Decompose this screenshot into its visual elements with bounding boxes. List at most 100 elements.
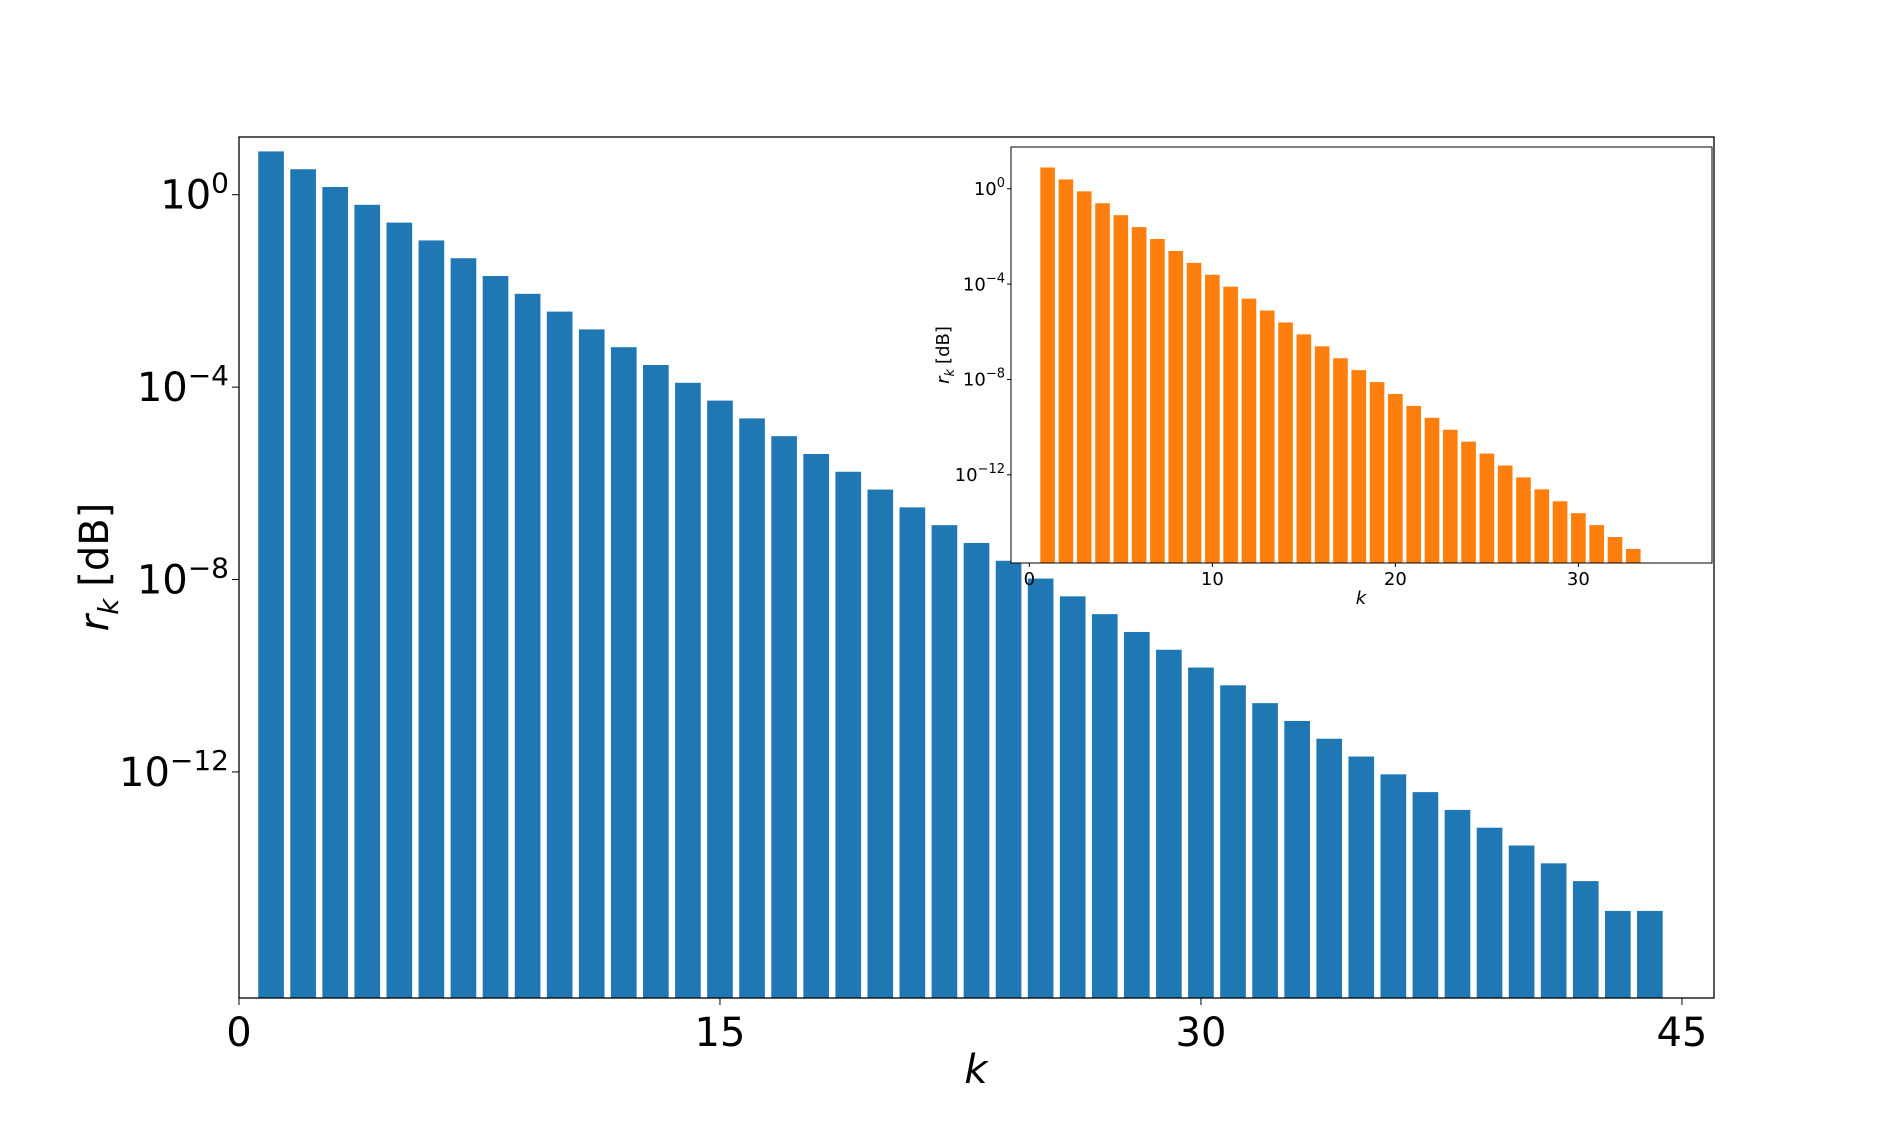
main-bar xyxy=(675,382,701,999)
main-bar xyxy=(1091,614,1118,998)
main-bar xyxy=(995,560,1022,998)
inset-bar xyxy=(1589,525,1605,563)
inset-y-tick-label: 10−12 xyxy=(955,462,1005,486)
main-bars xyxy=(258,151,1663,999)
inset-bar xyxy=(1607,537,1623,563)
inset-bar xyxy=(1259,310,1275,563)
main-bar xyxy=(899,507,926,998)
main-bar xyxy=(1380,774,1407,998)
inset-y-tick-label: 10−4 xyxy=(963,271,1005,295)
main-bar xyxy=(1444,809,1471,998)
main-bar xyxy=(1124,631,1150,998)
inset-bar xyxy=(1552,501,1568,563)
main-bar xyxy=(739,418,765,998)
inset-y-axis-label: rk[dB] xyxy=(933,326,958,384)
main-ticks: 0 15 30 45 100 10−4 10−8 10−12 xyxy=(119,167,1707,1056)
inset-x-tick-label: 20 xyxy=(1384,569,1407,590)
inset-bar xyxy=(1534,489,1550,563)
main-bar xyxy=(1059,596,1086,998)
main-x-axis-label: k xyxy=(964,1047,989,1093)
main-bar xyxy=(1284,720,1310,998)
inset-bar xyxy=(1479,453,1495,563)
main-bar xyxy=(578,329,605,998)
main-bar xyxy=(514,293,541,998)
inset-bar xyxy=(1351,370,1367,563)
inset-bar xyxy=(1296,334,1312,563)
inset-x-axis-label: k xyxy=(1356,588,1368,609)
inset-plot-frame xyxy=(1010,146,1713,564)
inset-bar xyxy=(1369,382,1385,563)
main-bar xyxy=(1188,667,1214,998)
main-bar xyxy=(610,347,637,998)
main-bar xyxy=(1637,910,1663,998)
main-bar xyxy=(1476,827,1503,998)
main-bar xyxy=(771,436,797,998)
main-bar xyxy=(1604,910,1631,998)
main-bar xyxy=(322,187,349,998)
inset-bar xyxy=(1625,548,1641,563)
inset-bar xyxy=(1168,250,1184,563)
main-bar xyxy=(1252,703,1278,998)
main-y-tick-label: 10−8 xyxy=(137,552,229,604)
main-x-tick-label: 30 xyxy=(1176,1010,1227,1056)
main-bar xyxy=(546,311,573,998)
main-bar xyxy=(1316,738,1343,998)
inset-x-tick-label: 0 xyxy=(1024,569,1035,590)
inset-plot: 0 10 20 30 100 10−4 10−8 10−12 k rk[dB] xyxy=(933,146,1713,609)
inset-bar xyxy=(1095,203,1110,563)
inset-bars xyxy=(1040,167,1641,563)
main-bar xyxy=(1348,756,1375,998)
main-bar xyxy=(931,525,958,998)
inset-bar xyxy=(1058,179,1074,563)
inset-bar xyxy=(1571,513,1586,563)
inset-bar xyxy=(1516,477,1531,563)
main-bar xyxy=(258,151,284,998)
main-x-tick-label: 45 xyxy=(1656,1010,1707,1056)
main-bar xyxy=(354,204,381,999)
inset-bar xyxy=(1076,191,1092,563)
inset-x-tick-label: 10 xyxy=(1201,569,1224,590)
inset-bar xyxy=(1150,239,1165,563)
inset-y-tick-label: 100 xyxy=(974,176,1005,200)
main-bar xyxy=(1412,792,1439,998)
main-y-axis-label: rk[dB] xyxy=(72,503,125,632)
main-bar xyxy=(1220,685,1246,998)
inset-bar xyxy=(1278,322,1293,563)
inset-bar xyxy=(1461,441,1476,563)
main-bar xyxy=(835,471,862,998)
inset-bar xyxy=(1314,346,1330,563)
inset-x-tick-label: 30 xyxy=(1567,569,1590,590)
main-bar xyxy=(963,542,990,998)
main-bar xyxy=(1156,649,1182,998)
main-bar xyxy=(1508,845,1535,998)
inset-bar xyxy=(1113,215,1129,563)
main-x-tick-label: 15 xyxy=(695,1010,746,1056)
main-bar xyxy=(1027,578,1054,998)
inset-ticks: 0 10 20 30 100 10−4 10−8 10−12 xyxy=(955,176,1590,590)
main-y-tick-label: 10−12 xyxy=(119,744,229,796)
inset-bar xyxy=(1406,405,1421,563)
main-y-tick-label: 100 xyxy=(160,167,229,219)
inset-bar xyxy=(1205,274,1220,563)
inset-bar xyxy=(1333,358,1348,563)
inset-y-tick-label: 10−8 xyxy=(963,367,1005,391)
main-bar xyxy=(290,169,316,999)
main-bar xyxy=(418,240,445,998)
inset-bar xyxy=(1186,262,1202,563)
main-bar xyxy=(867,489,894,998)
main-bar xyxy=(386,222,413,998)
inset-bar xyxy=(1223,286,1238,563)
main-bar xyxy=(643,364,669,998)
main-bar xyxy=(1572,881,1599,998)
main-bar xyxy=(450,258,477,999)
main-y-tick-label: 10−4 xyxy=(137,359,229,411)
inset-bar xyxy=(1388,393,1403,563)
inset-bar xyxy=(1424,417,1440,563)
inset-bar xyxy=(1442,429,1458,563)
inset-bar xyxy=(1497,465,1513,563)
inset-bar xyxy=(1241,298,1257,563)
main-bar xyxy=(707,400,733,998)
main-plot-frame xyxy=(238,136,1715,999)
main-plot: 0 15 30 45 100 10−4 10−8 10−12 k rk[dB] xyxy=(72,136,1715,1093)
